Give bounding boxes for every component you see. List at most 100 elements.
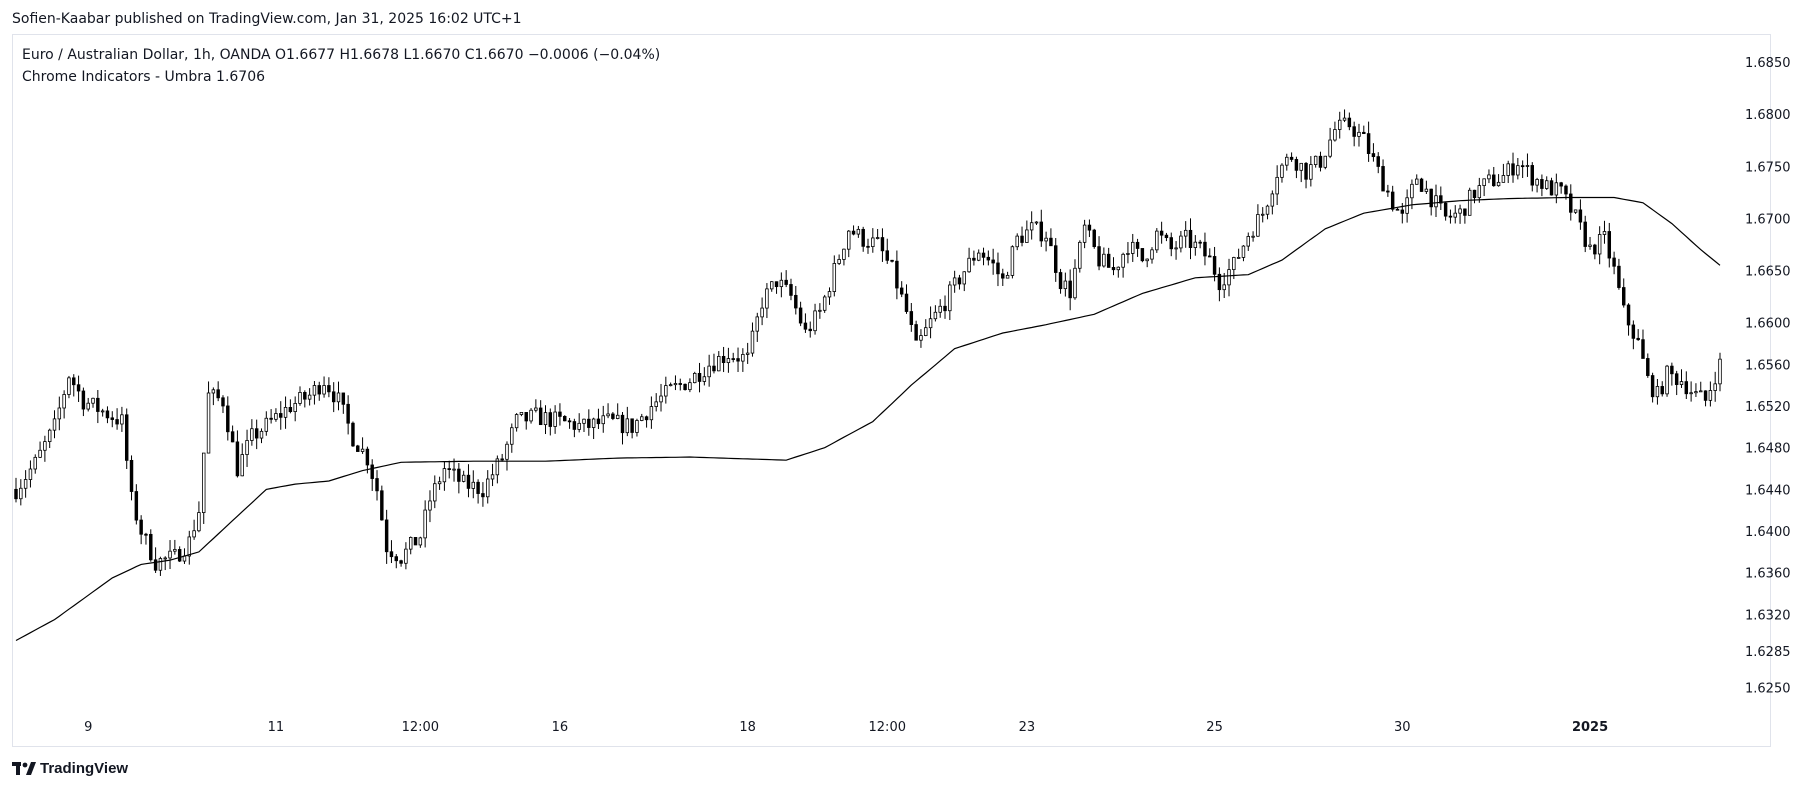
candle-body <box>548 412 553 427</box>
candle-body <box>1183 229 1188 237</box>
candle <box>1005 271 1010 279</box>
candle-body <box>19 487 23 500</box>
candle-body <box>158 558 163 571</box>
candle <box>1477 177 1482 203</box>
chart-frame[interactable] <box>12 34 1771 747</box>
y-axis-tick-label: 1.6700 <box>1745 212 1791 227</box>
candle-body <box>288 407 293 413</box>
candle <box>288 399 293 414</box>
umbra-indicator-line <box>15 196 1721 642</box>
candle <box>1198 239 1202 249</box>
candle-body <box>351 422 355 447</box>
candle <box>895 250 899 300</box>
candle <box>1395 207 1400 211</box>
candle-body <box>1573 209 1578 213</box>
symbol-title[interactable]: Euro / Australian Dollar, 1h, OANDA <box>22 47 271 63</box>
candle <box>1535 177 1539 193</box>
candle-body <box>1102 253 1106 267</box>
candle-body <box>197 512 201 532</box>
candle-body <box>765 288 769 309</box>
candle-body <box>924 327 928 336</box>
candle <box>341 392 346 414</box>
candle-body <box>1193 241 1198 249</box>
candle-body <box>519 412 524 415</box>
candle <box>1641 329 1645 359</box>
candle <box>1583 215 1587 253</box>
candle-body <box>668 384 673 387</box>
candle-body <box>505 443 509 460</box>
candle <box>1569 184 1573 221</box>
candle-body <box>577 422 581 430</box>
candle-body <box>177 549 182 562</box>
candle <box>1496 174 1501 187</box>
candle <box>1511 152 1515 183</box>
candle-body <box>437 481 442 485</box>
candle <box>91 397 95 408</box>
candle-body <box>818 309 822 312</box>
candle <box>1631 320 1636 350</box>
candle <box>1718 352 1722 392</box>
candle-body <box>245 440 249 455</box>
candle-body <box>23 479 28 489</box>
candle <box>741 348 745 372</box>
candle <box>433 475 437 509</box>
candle-body <box>1313 155 1318 165</box>
candle <box>303 390 307 408</box>
candle <box>187 530 192 565</box>
candle <box>904 284 909 314</box>
candle <box>611 412 615 421</box>
indicator-name[interactable]: Chrome Indicators - Umbra <box>22 69 212 85</box>
candle <box>678 378 682 391</box>
candle-body <box>331 391 336 403</box>
candle <box>1222 272 1226 299</box>
candle-body <box>476 481 480 494</box>
candle <box>466 464 471 498</box>
candle <box>976 249 981 262</box>
y-axis-tick-label: 1.6480 <box>1745 442 1791 457</box>
candle-body <box>471 481 476 489</box>
candle <box>356 444 360 452</box>
candle <box>1679 369 1684 388</box>
candle <box>1318 151 1323 172</box>
candle-body <box>1005 275 1010 279</box>
candle <box>163 556 167 571</box>
candle <box>240 443 244 477</box>
y-axis-tick-label: 1.6520 <box>1745 400 1791 415</box>
candle-body <box>1338 119 1342 130</box>
candle-body <box>365 448 370 466</box>
candle-body <box>153 559 158 571</box>
candle-body <box>134 491 139 521</box>
candle-body <box>452 468 456 471</box>
candle <box>1516 157 1520 180</box>
candle <box>1328 127 1332 159</box>
candle-body <box>1607 231 1612 259</box>
candle <box>712 353 716 374</box>
candle <box>81 387 86 417</box>
candle-body <box>553 411 557 427</box>
candle <box>1078 240 1082 273</box>
candle <box>264 411 269 436</box>
candle-body <box>124 414 129 461</box>
candle-body <box>1434 195 1438 208</box>
candle <box>1694 383 1698 397</box>
candle-body <box>173 549 177 552</box>
candle-body <box>447 468 451 471</box>
candle-body <box>1593 244 1597 255</box>
candle-body <box>510 427 514 445</box>
candle-body <box>861 228 865 247</box>
candle <box>1174 241 1178 260</box>
candle-body <box>1285 156 1289 166</box>
candle <box>105 406 110 424</box>
candle <box>938 299 942 318</box>
tradingview-footer[interactable]: TradingView <box>12 760 128 777</box>
y-axis-tick-label: 1.6750 <box>1745 160 1791 175</box>
candle-body <box>1506 163 1510 176</box>
candle <box>1713 371 1717 402</box>
candle <box>803 313 808 333</box>
candle-body <box>972 257 976 261</box>
candle <box>1525 153 1530 177</box>
candle <box>1684 371 1689 400</box>
candle-body <box>57 407 62 420</box>
candle-body <box>1145 258 1149 262</box>
